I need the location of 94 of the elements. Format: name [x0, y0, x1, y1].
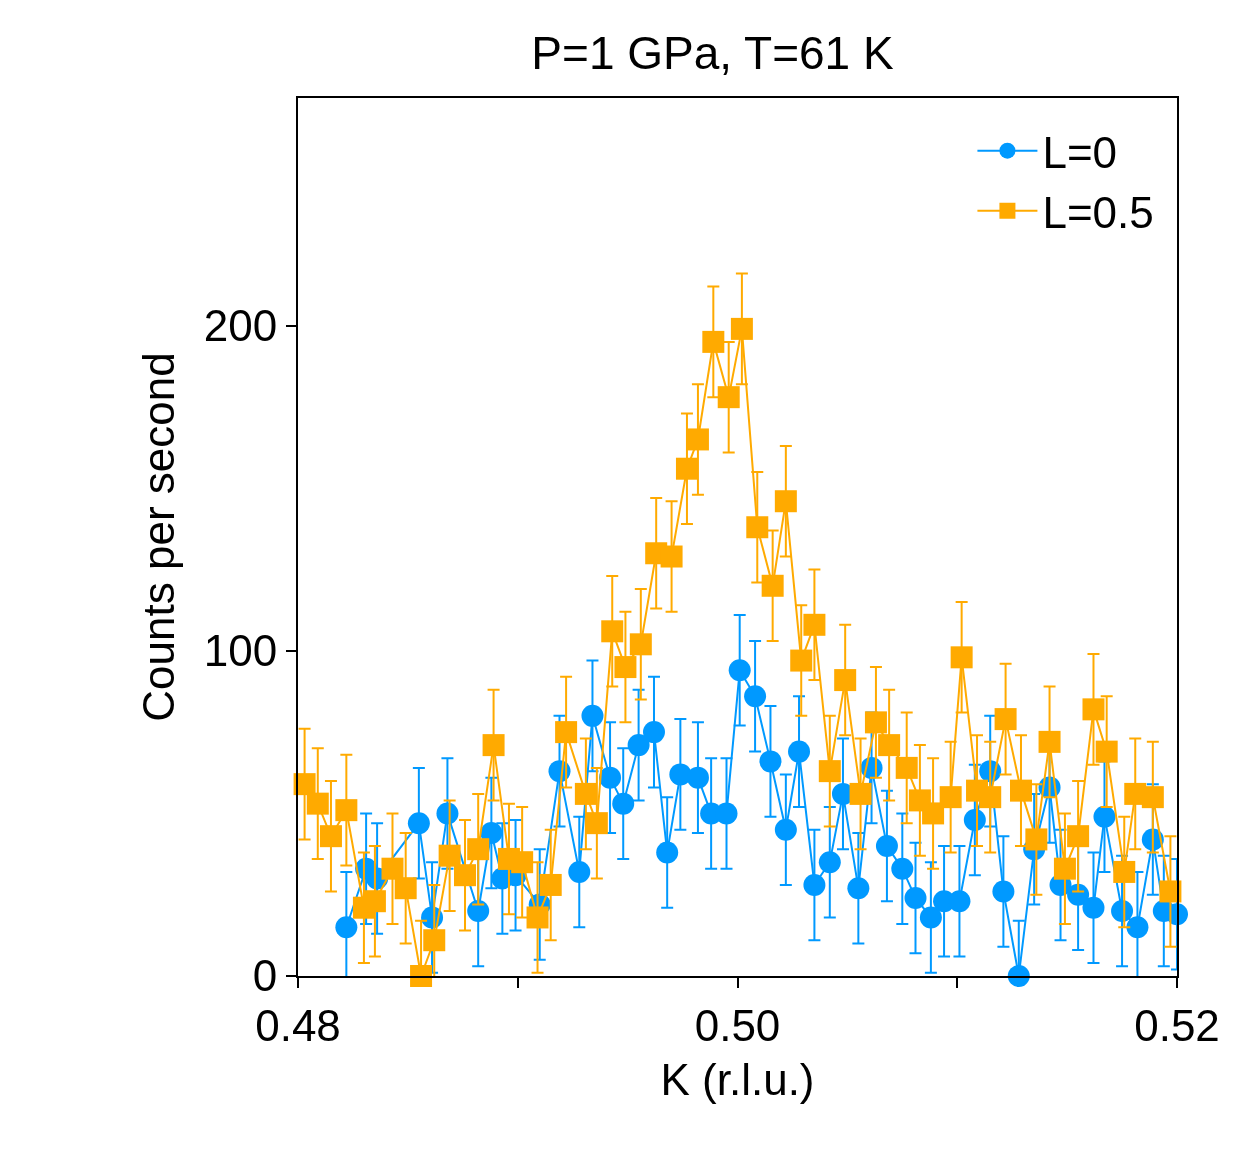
point: [568, 860, 591, 883]
y-tick-label: 200: [203, 301, 278, 351]
y-tick-label: 100: [203, 626, 278, 676]
point: [1009, 779, 1032, 802]
point: [761, 574, 784, 597]
point: [818, 851, 841, 874]
point: [922, 802, 945, 825]
point: [744, 685, 767, 708]
point: [1113, 860, 1136, 883]
point: [1093, 805, 1116, 828]
point: [774, 490, 797, 513]
point: [319, 825, 342, 848]
point: [438, 844, 461, 867]
x-tick-label: 0.52: [1134, 1000, 1220, 1050]
point: [715, 802, 738, 825]
point: [363, 890, 386, 913]
y-axis-title: Counts per second: [134, 352, 184, 722]
point: [335, 799, 358, 822]
point: [1126, 916, 1149, 939]
point: [1159, 880, 1182, 903]
point: [774, 818, 797, 841]
point: [656, 841, 679, 864]
point: [818, 760, 841, 783]
point: [526, 906, 549, 929]
y-tick-label: 0: [252, 951, 278, 1001]
point: [919, 906, 942, 929]
point: [992, 880, 1015, 903]
point: [759, 750, 782, 773]
point: [335, 916, 358, 939]
point: [675, 457, 698, 480]
point: [574, 782, 597, 805]
point: [643, 721, 665, 744]
point: [555, 721, 578, 744]
point: [627, 734, 650, 757]
point: [834, 669, 857, 692]
point: [895, 756, 918, 779]
point: [467, 838, 490, 861]
legend-label: L=0: [1042, 127, 1118, 177]
point: [1082, 698, 1105, 721]
point: [410, 965, 433, 987]
point: [1082, 896, 1105, 919]
point: [717, 386, 740, 409]
point: [746, 516, 769, 539]
point: [686, 428, 709, 451]
point: [1095, 740, 1118, 763]
point: [847, 877, 870, 900]
point: [803, 613, 826, 636]
point: [686, 766, 709, 789]
legend-label: L=0.5: [1042, 188, 1154, 238]
point: [585, 812, 608, 835]
point: [629, 633, 652, 656]
x-axis-title: K (r.l.u.): [660, 1054, 815, 1104]
point: [939, 786, 962, 809]
point: [539, 873, 562, 896]
point: [601, 620, 624, 643]
point: [702, 330, 725, 353]
point: [788, 740, 811, 763]
point: [864, 711, 887, 734]
chart-title: P=1 GPa, T=61 K: [531, 26, 894, 79]
point: [891, 857, 914, 880]
point: [454, 864, 477, 887]
point: [948, 890, 971, 913]
point: [660, 545, 683, 568]
point: [1038, 730, 1061, 753]
point: [599, 766, 622, 789]
point: [407, 812, 430, 835]
point: [790, 649, 813, 672]
point: [1053, 857, 1076, 880]
point: [482, 734, 505, 757]
point: [803, 873, 826, 896]
point: [1067, 825, 1090, 848]
point: [423, 929, 446, 952]
point: [904, 886, 927, 909]
x-tick-label: 0.50: [694, 1000, 781, 1050]
point: [614, 656, 637, 679]
point: [1025, 828, 1048, 851]
point: [669, 763, 692, 786]
point: [730, 317, 753, 340]
point: [511, 851, 534, 874]
point: [728, 659, 751, 682]
point: [878, 734, 901, 757]
point: [306, 792, 329, 815]
point: [849, 782, 872, 805]
point: [950, 646, 973, 669]
x-tick-label: 0.48: [255, 1000, 341, 1050]
point: [875, 834, 898, 857]
point: [612, 792, 635, 815]
point: [394, 877, 417, 900]
point: [979, 786, 1002, 809]
point: [994, 708, 1017, 731]
point: [581, 704, 604, 727]
point: [467, 899, 490, 922]
point: [1141, 786, 1164, 809]
point: [381, 857, 404, 880]
